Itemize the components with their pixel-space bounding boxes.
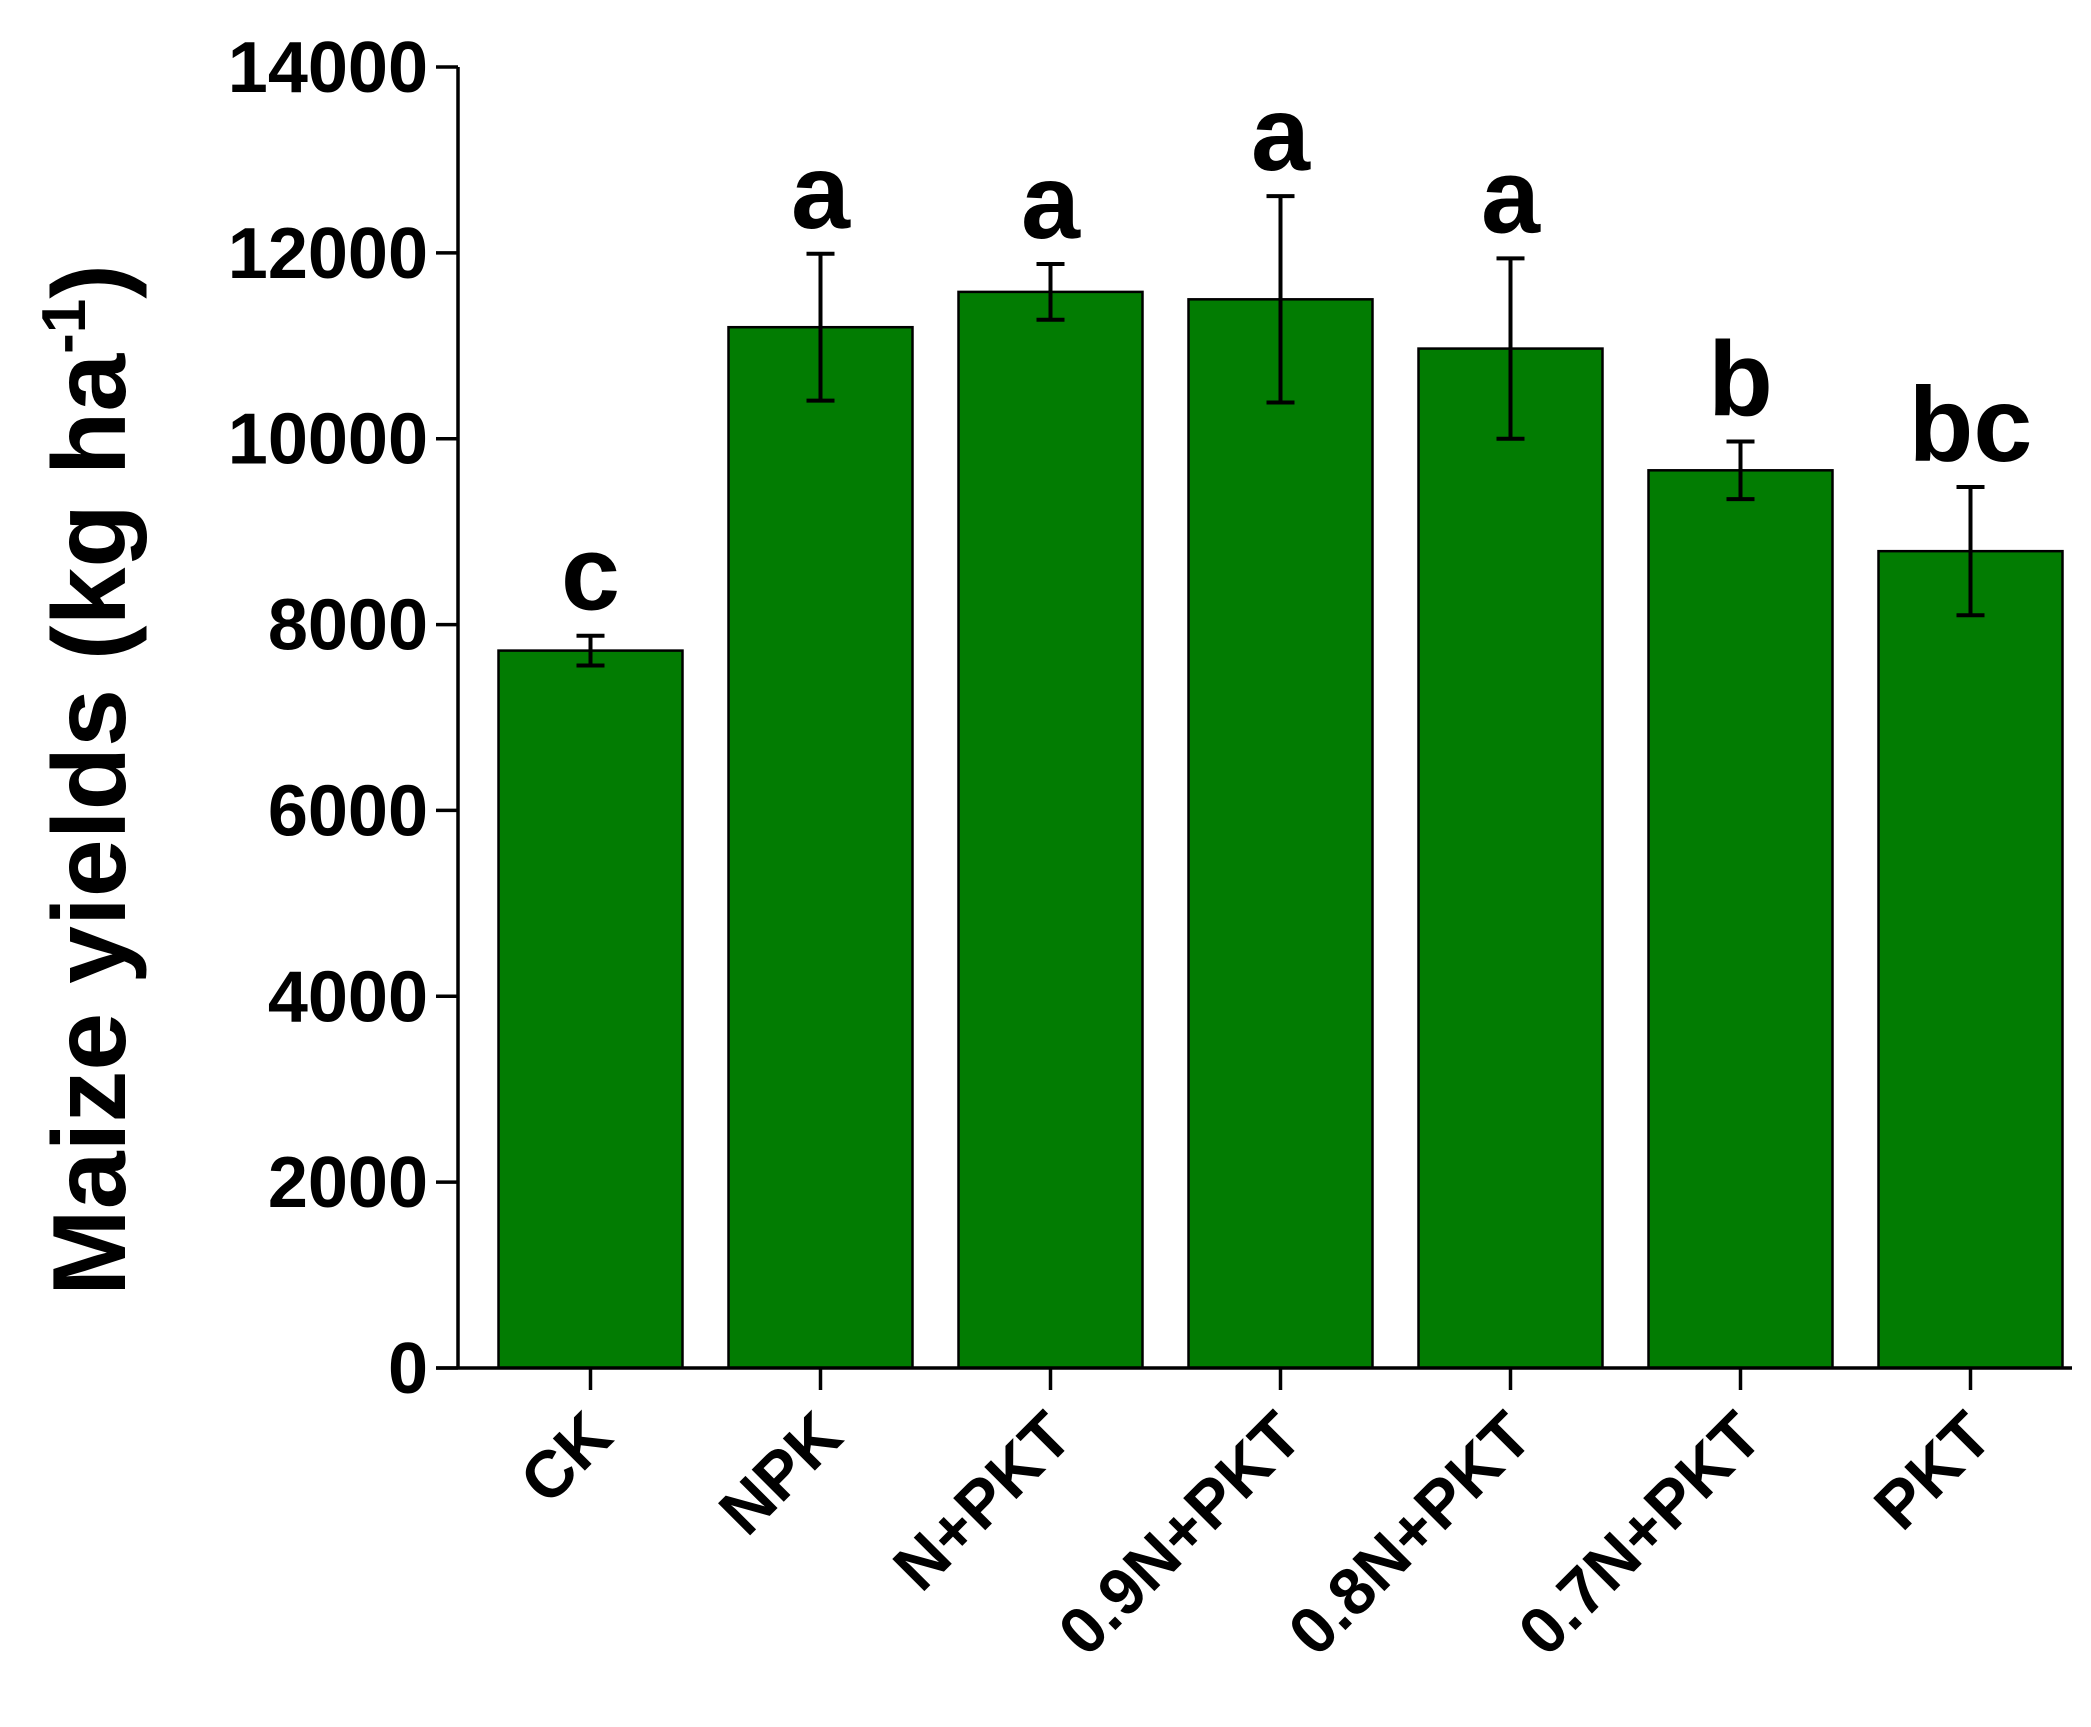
x-tick-label: NPK	[705, 1397, 856, 1548]
y-axis-title-main: Maize yields (kg ha	[32, 353, 148, 1296]
significance-label: a	[791, 133, 851, 251]
significance-label: a	[1251, 75, 1311, 193]
y-tick-label: 4000	[268, 957, 428, 1037]
bar	[497, 649, 684, 1370]
y-tick-label: 0	[388, 1329, 428, 1409]
x-tick-label: 0.7N+PKT	[1504, 1398, 1776, 1670]
bar	[1187, 298, 1374, 1370]
y-ticks-layer: 0 2000 4000 6000 8000 10000 12000 14000	[228, 28, 458, 1409]
significance-label: a	[1021, 143, 1081, 261]
x-tick-label: N+PKT	[879, 1398, 1086, 1605]
x-tick-label: PKT	[1860, 1398, 2006, 1544]
y-tick-label: 8000	[268, 586, 428, 666]
y-tick-label: 14000	[228, 28, 428, 108]
y-tick-label: 12000	[228, 214, 428, 294]
significance-label: bc	[1909, 366, 2033, 484]
y-tick-label: 10000	[228, 400, 428, 480]
significance-label: c	[561, 515, 620, 633]
bar	[727, 325, 914, 1370]
significance-label: b	[1708, 321, 1773, 439]
error-bars-layer	[576, 194, 1985, 668]
x-tick-label: CK	[506, 1397, 626, 1517]
axes-layer	[436, 67, 2072, 1370]
y-axis-title-superscript: -1	[30, 299, 99, 354]
bar	[957, 290, 1144, 1370]
y-axis-title-close: )	[32, 264, 148, 299]
y-axis-title-group: Maize yields (kg ha-1)	[30, 264, 148, 1296]
bar	[1417, 347, 1604, 1370]
significance-labels-layer: c a a a a b bc	[561, 75, 2032, 633]
bar	[1877, 549, 2064, 1370]
y-axis-title: Maize yields (kg ha-1)	[30, 264, 148, 1296]
x-tick-label: 0.8N+PKT	[1274, 1398, 1546, 1670]
significance-label: a	[1481, 137, 1541, 255]
y-tick-label: 6000	[268, 771, 428, 851]
x-tick-label: 0.9N+PKT	[1044, 1398, 1316, 1670]
bar	[1647, 469, 1834, 1370]
y-tick-label: 2000	[268, 1143, 428, 1223]
bars-layer	[497, 290, 2064, 1370]
